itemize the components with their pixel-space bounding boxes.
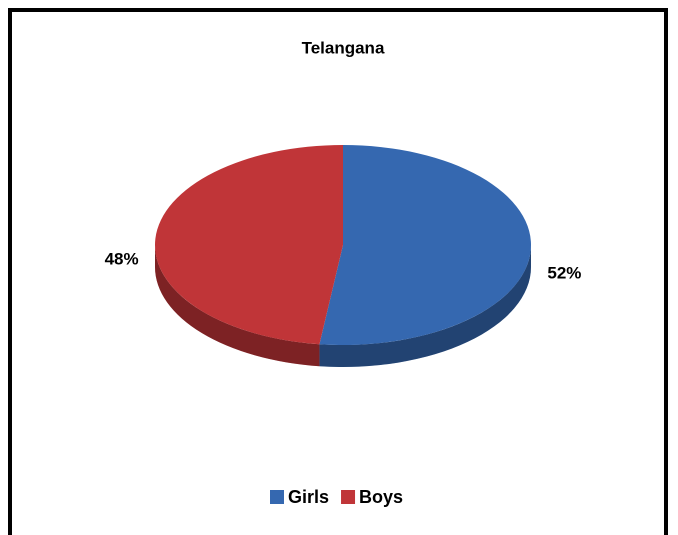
legend-swatch xyxy=(341,490,355,504)
data-label: 52% xyxy=(547,263,581,282)
data-label: 48% xyxy=(105,250,139,269)
legend-label: Girls xyxy=(288,487,329,507)
chart: Telangana 52% 48% Girls Boys xyxy=(0,0,678,535)
legend-label: Boys xyxy=(359,487,403,507)
chart-title: Telangana xyxy=(302,38,385,57)
legend-swatch xyxy=(270,490,284,504)
